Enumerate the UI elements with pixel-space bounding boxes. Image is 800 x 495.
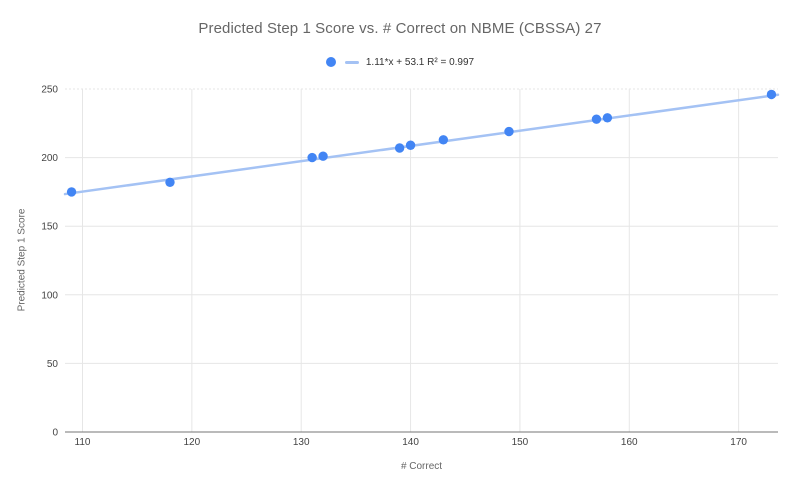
x-tick-label: 120 xyxy=(184,437,201,448)
x-tick-label: 110 xyxy=(75,437,91,448)
x-tick-label: 150 xyxy=(512,437,529,448)
x-tick-label: 140 xyxy=(402,437,419,448)
chart-title: Predicted Step 1 Score vs. # Correct on … xyxy=(198,20,602,37)
data-point xyxy=(591,114,602,124)
y-tick-label: 50 xyxy=(47,359,59,370)
x-tick-label: 160 xyxy=(621,437,638,448)
data-point xyxy=(165,177,175,187)
y-tick-label: 0 xyxy=(52,428,58,439)
legend: 1.11*x + 53.1 R² = 0.997 xyxy=(0,55,800,69)
x-tick-label: 170 xyxy=(730,437,747,448)
y-tick-label: 200 xyxy=(41,153,58,164)
data-point xyxy=(438,135,449,145)
data-point xyxy=(405,140,416,150)
legend-label: 1.11*x + 53.1 R² = 0.997 xyxy=(365,56,475,68)
data-point xyxy=(394,143,405,153)
y-tick-label: 100 xyxy=(41,290,58,301)
data-point xyxy=(766,89,777,100)
x-axis-title: # Correct xyxy=(400,461,443,472)
data-point xyxy=(504,126,514,137)
data-point xyxy=(66,187,77,197)
series-point-icon xyxy=(325,57,336,67)
y-tick-label: 250 xyxy=(41,85,58,96)
trendline-dash-icon xyxy=(344,60,359,64)
data-point xyxy=(318,151,328,161)
y-tick-label: 150 xyxy=(41,222,58,233)
data-point xyxy=(602,113,613,123)
trendline xyxy=(63,93,780,196)
data-point xyxy=(307,152,317,163)
x-tick-label: 130 xyxy=(293,437,310,448)
y-axis-title: Predicted Step 1 Score xyxy=(16,208,28,312)
